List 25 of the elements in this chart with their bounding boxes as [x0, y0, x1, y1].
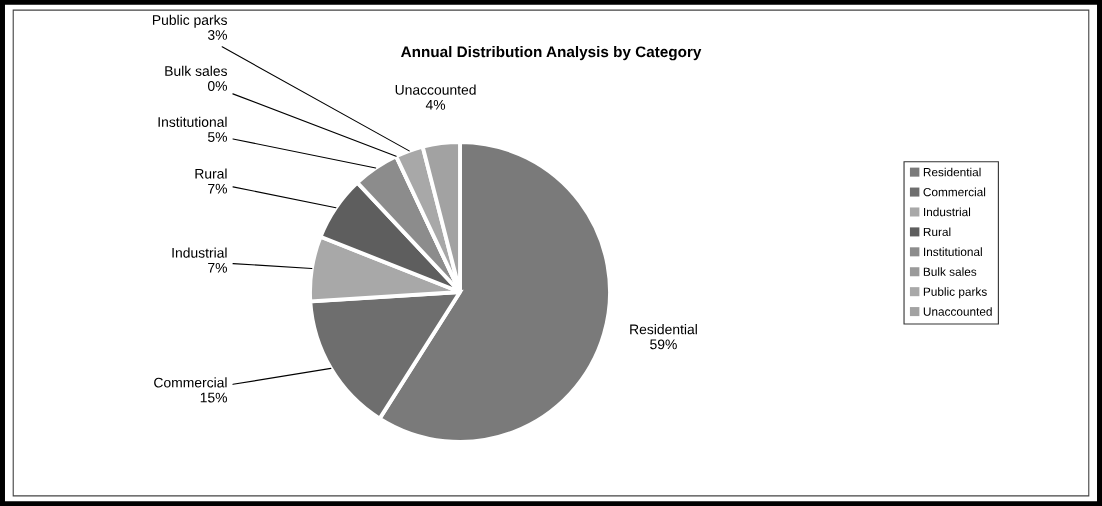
- text: 0%: [207, 81, 228, 91]
- data-label: 4%: [425, 99, 446, 110]
- data-label: 59%: [650, 339, 677, 350]
- legend-label: Institutional: [924, 247, 982, 257]
- slice-label: Industrial: [172, 247, 227, 258]
- legend-label: Residential: [923, 167, 981, 177]
- data-label: 7%: [208, 262, 228, 273]
- legend-label: Industrial: [924, 207, 971, 217]
- slice-label: Rural: [195, 168, 227, 179]
- legend-label: Unaccounted: [923, 307, 992, 316]
- slice-label: Institutional: [158, 116, 227, 127]
- legend-label: Public parks: [923, 287, 987, 299]
- data-label: 5%: [207, 132, 228, 142]
- category-label: Bulk sales: [165, 65, 227, 76]
- data-label: 15%: [200, 392, 228, 403]
- slice-label: Residential: [630, 324, 697, 335]
- legend-label: Commercial: [923, 187, 986, 197]
- data-label: 7%: [208, 183, 228, 194]
- legend-label: Bulk sales: [923, 267, 977, 276]
- slice-label: Public parks: [152, 14, 227, 28]
- legend-label: Rural: [923, 227, 951, 237]
- text: Annual Distribution Analysis by Category: [401, 45, 702, 61]
- data-label: 3%: [207, 30, 228, 40]
- slice-label: Unaccounted: [395, 84, 476, 95]
- slice-label: Commercial: [154, 377, 227, 388]
